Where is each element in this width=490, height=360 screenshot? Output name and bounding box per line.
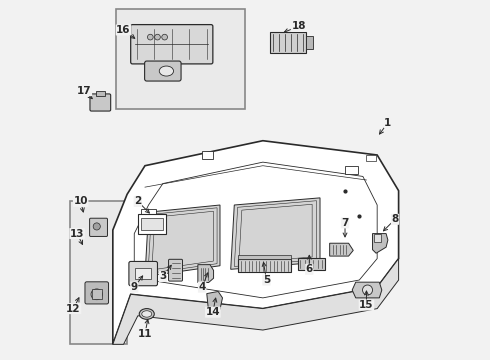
Text: 3: 3 (159, 271, 167, 282)
Text: 18: 18 (292, 21, 306, 31)
FancyBboxPatch shape (85, 282, 109, 304)
Bar (70, 202, 127, 344)
Bar (345, 166, 358, 174)
Text: 12: 12 (66, 303, 81, 314)
Polygon shape (113, 258, 398, 344)
Text: 1: 1 (384, 118, 392, 128)
FancyBboxPatch shape (90, 94, 111, 111)
Ellipse shape (91, 289, 102, 300)
Text: 17: 17 (77, 86, 92, 96)
Bar (142, 217, 163, 230)
Bar (135, 268, 151, 279)
Text: 7: 7 (342, 218, 349, 228)
Bar (373, 234, 381, 242)
Text: 14: 14 (205, 307, 220, 317)
Polygon shape (372, 234, 388, 253)
Text: 13: 13 (70, 229, 84, 239)
Bar (117, 9, 245, 109)
Bar (306, 36, 313, 49)
FancyBboxPatch shape (131, 24, 213, 64)
Ellipse shape (159, 66, 173, 76)
Polygon shape (207, 292, 222, 309)
Circle shape (155, 34, 160, 40)
Polygon shape (145, 205, 220, 276)
FancyBboxPatch shape (145, 61, 181, 81)
Text: 5: 5 (263, 275, 270, 285)
Text: 10: 10 (74, 197, 88, 206)
Text: 16: 16 (116, 25, 131, 35)
Circle shape (93, 223, 100, 230)
Text: 4: 4 (198, 282, 206, 292)
Bar (367, 155, 376, 161)
Circle shape (147, 34, 153, 40)
Circle shape (162, 34, 168, 40)
FancyBboxPatch shape (129, 261, 157, 286)
Text: 8: 8 (392, 214, 399, 224)
Polygon shape (198, 265, 214, 283)
Polygon shape (330, 243, 353, 256)
Ellipse shape (139, 309, 154, 319)
Bar (270, 32, 306, 53)
Bar (238, 255, 292, 259)
Bar (238, 258, 292, 272)
Ellipse shape (142, 311, 152, 317)
Polygon shape (113, 141, 398, 344)
Bar (142, 208, 156, 217)
Text: 2: 2 (134, 197, 142, 206)
Polygon shape (352, 282, 382, 298)
FancyBboxPatch shape (90, 218, 107, 237)
Bar (297, 257, 325, 270)
Polygon shape (231, 198, 320, 269)
Text: 11: 11 (138, 329, 152, 339)
FancyBboxPatch shape (169, 259, 182, 281)
Bar (92, 289, 102, 299)
Text: 9: 9 (131, 282, 138, 292)
Bar (138, 214, 167, 234)
Bar (202, 152, 213, 159)
Circle shape (363, 285, 372, 295)
Text: 6: 6 (306, 264, 313, 274)
Bar (96, 91, 105, 96)
Text: 15: 15 (359, 300, 374, 310)
